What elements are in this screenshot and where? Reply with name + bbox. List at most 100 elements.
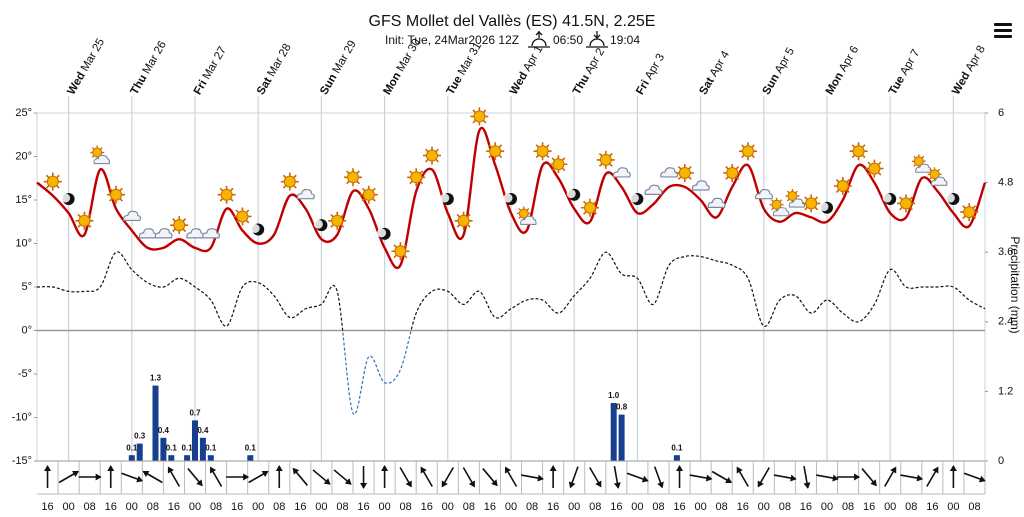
wind-arrow bbox=[226, 473, 250, 481]
precip-label: 0.3 bbox=[134, 432, 146, 441]
wind-arrow bbox=[861, 468, 877, 487]
precip-label: 0.1 bbox=[245, 443, 257, 452]
weekday: Mon bbox=[381, 71, 403, 97]
wind-arrow bbox=[420, 466, 433, 487]
x-tick-label: 16 bbox=[800, 501, 812, 513]
wind-arrow bbox=[399, 467, 412, 488]
y-tick-label: 15° bbox=[15, 194, 32, 206]
wind-arrow bbox=[521, 474, 544, 482]
wind-arrow-head bbox=[870, 479, 877, 487]
wind-arrow bbox=[167, 466, 181, 487]
weather-icon bbox=[154, 228, 173, 239]
weekday: Tue bbox=[887, 74, 907, 97]
wind-arrow-head bbox=[657, 481, 664, 489]
wind-arrow bbox=[949, 465, 957, 488]
weather-icon bbox=[216, 184, 237, 205]
weather-icon bbox=[186, 228, 205, 239]
y-tick-label: 0° bbox=[21, 324, 32, 336]
chart-title: GFS Mollet del Vallès (ES) 41.5N, 2.25E bbox=[369, 13, 656, 30]
wind-arrow bbox=[462, 467, 476, 488]
weather-icon bbox=[660, 167, 679, 178]
wind-arrow bbox=[292, 467, 309, 486]
y-tick-label: -15° bbox=[12, 455, 32, 467]
wind-arrow-head bbox=[705, 474, 713, 482]
sunset-time: 19:04 bbox=[610, 33, 640, 47]
x-tick-label: 00 bbox=[189, 501, 201, 513]
wind-arrow bbox=[78, 473, 102, 481]
wind-arrow bbox=[613, 466, 621, 489]
wind-arrow-head bbox=[595, 480, 602, 488]
x-tick-label: 08 bbox=[336, 501, 348, 513]
wind-arrow-head bbox=[261, 470, 269, 478]
y2-tick-label: 3.6 bbox=[998, 246, 1013, 258]
menu-button[interactable] bbox=[994, 23, 1012, 38]
precip-label: 0.4 bbox=[197, 426, 209, 435]
wind-arrow-head bbox=[832, 474, 839, 482]
weekday: Mon bbox=[824, 71, 846, 97]
date: Mar 29 bbox=[331, 39, 359, 76]
wind-arrow bbox=[736, 466, 749, 487]
x-tick-label: 08 bbox=[147, 501, 159, 513]
day-label: SatApr 4 bbox=[697, 49, 732, 97]
wind-arrow-head bbox=[890, 466, 897, 474]
wind-arrow bbox=[568, 466, 579, 489]
weather-icon bbox=[169, 215, 189, 235]
wind-arrow bbox=[773, 474, 797, 482]
wind-arrow-head bbox=[854, 473, 861, 481]
x-tick-label: 16 bbox=[105, 501, 117, 513]
x-tick-label: 00 bbox=[758, 501, 770, 513]
x-tick-label: 00 bbox=[947, 501, 959, 513]
precip-bar bbox=[152, 385, 159, 461]
wind-arrow bbox=[248, 470, 269, 484]
wind-arrow bbox=[441, 467, 454, 488]
init-text: Init: Tue, 24Mar2026 12Z bbox=[385, 33, 519, 47]
weather-icon bbox=[674, 163, 695, 183]
weather-icon bbox=[469, 106, 490, 127]
wind-arrow bbox=[381, 465, 389, 488]
wind-arrow-head bbox=[676, 465, 684, 471]
weekday: Sat bbox=[255, 75, 274, 97]
x-tick-label: 16 bbox=[168, 501, 180, 513]
weather-icon bbox=[644, 184, 663, 195]
weather-icon bbox=[422, 145, 442, 166]
wind-arrow-head bbox=[136, 475, 144, 483]
wind-arrow bbox=[187, 468, 203, 487]
y2-axis-label: Precipitation (mm) bbox=[1008, 236, 1022, 333]
wind-arrow-head bbox=[916, 474, 924, 482]
date: Apr 7 bbox=[898, 48, 922, 78]
wind-arrow-head bbox=[949, 465, 957, 471]
weather-icon bbox=[358, 184, 379, 205]
weather-icon bbox=[595, 150, 616, 170]
weather-icon bbox=[485, 141, 506, 161]
weekday: Fri bbox=[192, 78, 210, 97]
day-label: ThuApr 2 bbox=[571, 46, 607, 97]
wind-arrow-head bbox=[790, 474, 797, 482]
dewpoint-line bbox=[36, 251, 986, 331]
precip-bar bbox=[168, 455, 175, 461]
day-label: TueApr 7 bbox=[887, 48, 922, 97]
date: Apr 8 bbox=[964, 44, 988, 74]
wind-arrow bbox=[142, 470, 163, 484]
weather-icon bbox=[864, 158, 885, 179]
weather-icon bbox=[532, 141, 553, 161]
wind-arrow-head bbox=[405, 480, 412, 488]
precip-label: 1.3 bbox=[150, 374, 162, 383]
precip-bar bbox=[207, 455, 214, 461]
weather-icon bbox=[279, 171, 300, 192]
wind-arrow bbox=[711, 470, 733, 484]
wind-arrow-head bbox=[142, 470, 150, 478]
x-tick-label: 08 bbox=[463, 501, 475, 513]
weekday: Wed bbox=[508, 70, 530, 97]
weather-icon bbox=[74, 211, 95, 231]
wind-arrow bbox=[275, 465, 283, 488]
date: Mar 27 bbox=[201, 45, 229, 82]
x-tick-label: 16 bbox=[673, 501, 685, 513]
wind-arrow bbox=[312, 469, 331, 485]
weather-icon bbox=[343, 167, 363, 188]
weekday: Wed bbox=[65, 70, 87, 97]
wind-arrow-head bbox=[757, 480, 764, 488]
wind-arrow-head bbox=[72, 470, 79, 478]
weather-icon bbox=[707, 197, 726, 208]
precip-bar bbox=[673, 455, 680, 461]
